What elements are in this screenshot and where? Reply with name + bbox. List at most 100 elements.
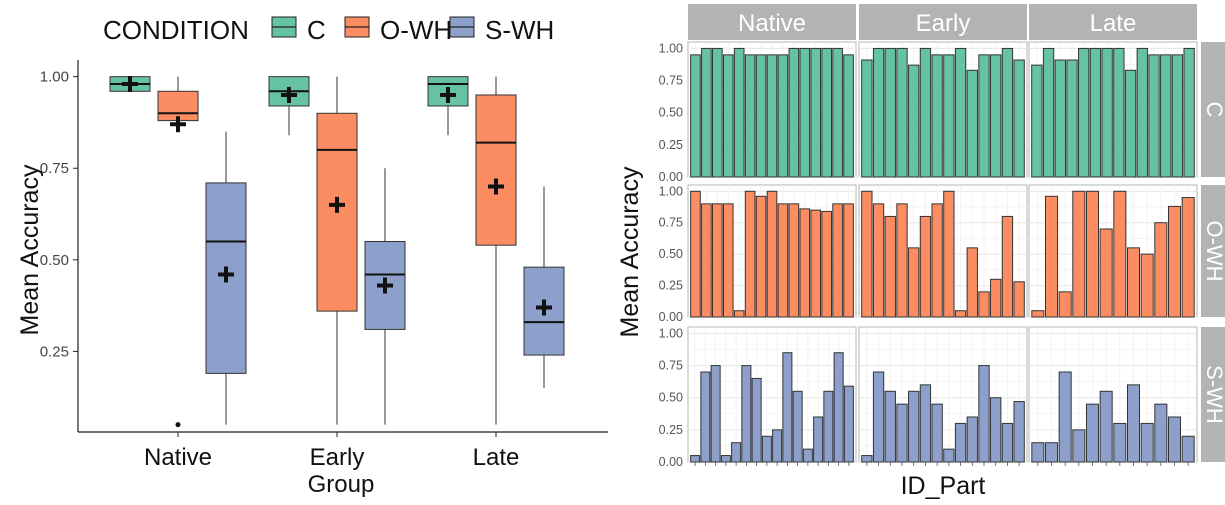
y-tick-label: 0.25 (40, 343, 69, 360)
bar (1181, 435, 1195, 463)
x-tick-label: Late (473, 444, 520, 471)
facet-strip-right (1201, 327, 1225, 462)
box-early-o-wh (316, 76, 358, 425)
bar (884, 47, 896, 178)
mean-marker (218, 266, 234, 283)
bar (908, 247, 920, 318)
legend-label: S-WH (485, 15, 554, 45)
x-axis-title: Group (308, 471, 375, 498)
bar (690, 190, 701, 318)
bar (1101, 47, 1113, 178)
facet-panel-native-o-wh (687, 184, 857, 318)
bar (908, 390, 920, 463)
bar (777, 54, 789, 178)
bar (931, 403, 943, 463)
mean-marker (281, 86, 297, 103)
bar (1113, 47, 1125, 178)
bar (1126, 384, 1141, 463)
bar (931, 54, 943, 178)
bar (954, 310, 967, 318)
bar (792, 390, 803, 463)
bar (943, 448, 955, 463)
bar (1136, 47, 1148, 178)
bar (751, 377, 762, 463)
bar (1099, 228, 1113, 318)
bar (990, 278, 1002, 318)
bar (712, 47, 723, 178)
facet-row-label: C (1202, 102, 1225, 118)
facet-strip-right (1201, 42, 1225, 177)
bar (1078, 47, 1090, 178)
y-tick-label: 0.00 (659, 170, 683, 184)
bar (1126, 247, 1141, 318)
bar (690, 54, 701, 178)
bar (710, 365, 721, 463)
facet-panel-late-o-wh (1028, 184, 1198, 318)
bar (1113, 422, 1127, 463)
bar (1013, 281, 1025, 318)
mean-marker (329, 196, 345, 213)
bar (1113, 190, 1127, 318)
bar (700, 371, 711, 463)
bar (733, 310, 745, 318)
bar (1140, 422, 1154, 463)
legend: CONDITION C O-WH S-WH (103, 15, 554, 45)
bar (884, 390, 896, 463)
box-late-c (427, 76, 469, 136)
bar (1181, 197, 1195, 318)
bar (712, 203, 723, 318)
bar (1001, 215, 1014, 318)
bar (943, 54, 955, 178)
facet-panel-early-s-wh (858, 326, 1028, 463)
bar (990, 397, 1002, 463)
bar (1089, 47, 1102, 178)
bar (1160, 54, 1172, 178)
facet-strip-label: Native (738, 10, 806, 37)
y-tick-label: 0.50 (40, 252, 69, 269)
bar (861, 190, 873, 318)
bar (872, 47, 885, 178)
y-axis-title: Mean Accuracy (16, 164, 44, 335)
bar (733, 47, 745, 178)
bar (720, 455, 731, 463)
bar (741, 365, 752, 463)
bar (1013, 59, 1025, 178)
facet-panel-native-c (687, 41, 857, 178)
bar (966, 69, 978, 178)
x-axis-title: ID_Part (901, 472, 986, 500)
bar (843, 385, 854, 463)
bar (1124, 69, 1137, 178)
bar (1031, 64, 1043, 178)
bar (884, 215, 896, 318)
bar (1140, 253, 1154, 318)
bar (782, 352, 793, 463)
faceted-bar-chart: Native Early Late C O-WH S-WH 0.00 0.25 0.50 0.75… (616, 0, 1225, 500)
y-tick-label: 0.75 (659, 216, 683, 230)
bar (731, 442, 742, 463)
facet-panel-native-s-wh (687, 326, 857, 463)
bar (799, 47, 811, 178)
bar (1058, 291, 1072, 318)
y-tick-label: 0.50 (659, 391, 683, 405)
mean-marker (170, 116, 186, 133)
bar (701, 47, 712, 178)
bar (1099, 390, 1113, 463)
legend-label: C (307, 15, 326, 45)
legend-label: O-WH (380, 15, 452, 45)
box-native-o-wh (157, 76, 199, 428)
y-tick-label: 0.50 (659, 106, 683, 120)
box-late-s-wh (523, 186, 565, 389)
bar (1031, 442, 1045, 463)
facet-panel-late-s-wh (1028, 326, 1198, 463)
bar (861, 59, 873, 178)
y-tick-label: 0.75 (659, 74, 683, 88)
bar (919, 384, 932, 463)
bar (823, 390, 834, 463)
bar (744, 54, 756, 178)
box-late-o-wh (475, 76, 517, 425)
legend-entry: C (271, 15, 326, 45)
y-tick-label: 1.00 (40, 69, 69, 86)
y-tick-label: 0.00 (659, 310, 683, 324)
bar (690, 455, 701, 463)
faceted-bar-svg: Native Early Late C O-WH S-WH 0.00 0.25 0.50 0.75… (616, 4, 1225, 500)
